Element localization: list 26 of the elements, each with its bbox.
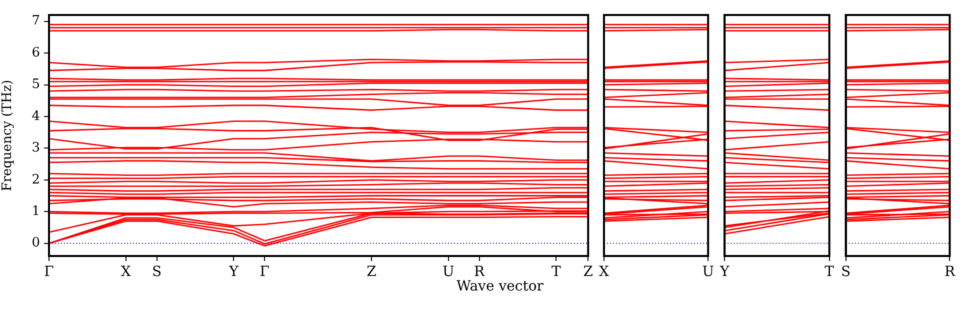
x-tick-label: U <box>442 264 454 280</box>
y-tick-label: 7 <box>32 14 40 29</box>
x-tick-label: T <box>552 264 562 280</box>
y-tick-label: 2 <box>32 172 40 188</box>
x-tick-label: U <box>702 264 714 280</box>
x-tick-label: R <box>944 264 956 280</box>
x-tick-label: S <box>152 264 162 280</box>
x-tick-label: Z <box>583 264 594 280</box>
x-tick-label: Γ <box>44 264 54 280</box>
x-tick-label: S <box>841 264 851 280</box>
y-tick-label: 3 <box>32 140 40 156</box>
x-tick-label: R <box>474 264 486 280</box>
x-tick-label: Y <box>228 264 240 280</box>
y-tick-label: 1 <box>32 204 40 219</box>
y-tick-label: 0 <box>32 236 40 251</box>
x-tick-label: Y <box>718 264 730 280</box>
x-tick-label: T <box>824 264 835 280</box>
x-tick-label: Z <box>366 264 377 280</box>
x-tick-label: X <box>120 264 131 280</box>
y-tick-label: 5 <box>32 77 40 92</box>
x-axis-title: Wave vector <box>456 278 544 295</box>
y-tick-label: 4 <box>32 108 40 124</box>
x-tick-label: Γ <box>260 264 270 280</box>
x-tick-label: X <box>599 264 609 280</box>
y-tick-label: 6 <box>32 45 40 60</box>
y-axis-title: Frequency (THz) <box>0 80 16 192</box>
